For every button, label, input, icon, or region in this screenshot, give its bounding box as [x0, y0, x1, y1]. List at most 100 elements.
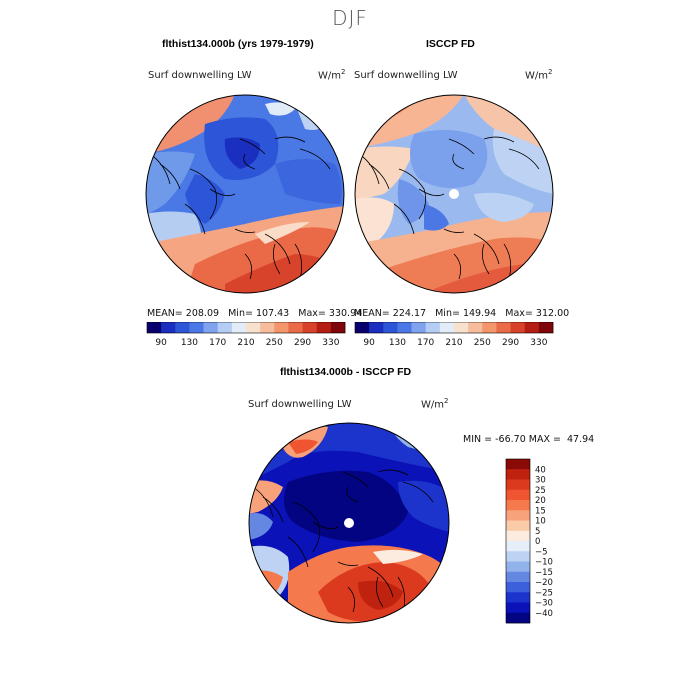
colorbar-tick-label: 90 [155, 338, 167, 348]
mean-label: MEAN= [147, 308, 183, 319]
mean-value: 208.09 [185, 308, 220, 319]
colorbar-tick-label: 40 [535, 465, 546, 475]
colorbar-swatch [203, 322, 219, 333]
colorbar-tick-label: 10 [535, 517, 546, 527]
max-label: Max= [298, 308, 326, 319]
colorbar-swatch [506, 530, 530, 542]
map-model [145, 94, 345, 294]
colorbar-swatch [330, 322, 346, 333]
colorbar-tick-label: 210 [237, 338, 254, 348]
max-value: 47.94 [567, 434, 595, 445]
colorbar-swatch [506, 510, 530, 521]
colorbar-swatch [260, 322, 275, 333]
colorbar-swatch [454, 322, 469, 333]
colorbar-swatch [161, 322, 176, 333]
colorbar-tick-label: 250 [266, 338, 283, 348]
max-value: 312.00 [535, 308, 570, 319]
colorbar-swatch [189, 322, 204, 333]
units-label-model: W/m2 [318, 68, 345, 81]
colorbar-tick-label: 330 [322, 338, 339, 348]
colorbar-tick-label: −40 [535, 609, 553, 619]
colorbar-tick-label: −20 [535, 578, 553, 588]
colorbar-swatch [397, 322, 412, 333]
min-value: 107.43 [255, 308, 290, 319]
stats-diff: MIN = -66.70 MAX = 47.94 [463, 434, 594, 445]
min-label: Min= [435, 308, 460, 319]
colorbar-swatch [506, 479, 530, 491]
variable-label-diff: Surf downwelling LW [248, 399, 352, 410]
colorbar-frame [146, 322, 346, 334]
colorbar-tick-label: 170 [417, 338, 434, 348]
colorbar-tick-label: 30 [535, 476, 546, 486]
colorbar-obs: 90130170210250290330370 [354, 322, 554, 348]
colorbar-swatch [506, 551, 530, 562]
colorbar-swatch [506, 541, 530, 552]
map-difference [248, 422, 450, 624]
variable-label-obs: Surf downwelling LW [354, 70, 458, 81]
variable-label-model: Surf downwelling LW [148, 70, 252, 81]
colorbar-swatch [175, 322, 190, 333]
units-exponent: 2 [548, 68, 553, 76]
colorbar-tick-label: 290 [502, 338, 519, 348]
stats-model: MEAN= 208.09 Min= 107.43 Max= 330.94 [147, 308, 362, 319]
units-text: W/m [318, 70, 341, 82]
max-label: MAX = [528, 434, 561, 445]
max-label: Max= [505, 308, 533, 319]
colorbar-tick-label: −15 [535, 568, 553, 578]
colorbar-swatch [506, 561, 530, 573]
map-obs [354, 94, 554, 294]
colorbar-swatch [506, 612, 530, 624]
colorbar-model: 90130170210250290330370 [146, 322, 346, 348]
colorbar-tick-label: −5 [535, 547, 548, 557]
units-exponent: 2 [444, 397, 449, 405]
mean-value: 224.17 [392, 308, 427, 319]
colorbar-tick-label: 250 [474, 338, 491, 348]
colorbar-swatch [439, 322, 455, 333]
colorbar-frame [505, 458, 531, 624]
colorbar-swatch [411, 322, 427, 333]
colorbar-tick-label: −30 [535, 599, 553, 609]
figure-title: DJF [332, 6, 368, 30]
colorbar-swatch [506, 459, 530, 470]
panel-title-diff: flthist134.000b - ISCCP FD [280, 366, 412, 378]
units-text: W/m [421, 399, 444, 411]
colorbar-frame [354, 322, 554, 334]
colorbar-swatch [496, 322, 511, 333]
colorbar-swatch [468, 322, 483, 333]
colorbar-tick-label: 5 [535, 527, 540, 537]
colorbar-swatch [355, 322, 370, 333]
colorbar-tick-label: 290 [294, 338, 311, 348]
colorbar-tick-label: 0 [535, 537, 540, 547]
colorbar-tick-label: 90 [363, 338, 375, 348]
colorbar-swatch [383, 322, 398, 333]
mean-label: MEAN= [354, 308, 390, 319]
colorbar-swatch [302, 322, 318, 333]
colorbar-swatch [538, 322, 554, 333]
colorbar-tick-label: 20 [535, 496, 546, 506]
colorbar-swatch [510, 322, 526, 333]
colorbar-swatch [288, 322, 303, 333]
colorbar-swatch [217, 322, 233, 333]
colorbar-swatch [506, 571, 530, 583]
pole-mask [449, 189, 459, 199]
units-label-diff: W/m2 [421, 397, 448, 410]
colorbar-tick-label: 25 [535, 486, 546, 496]
colorbar-swatch [506, 520, 530, 532]
colorbar-swatch [231, 322, 247, 333]
colorbar-tick-label: −25 [535, 588, 553, 598]
colorbar-tick-label: 130 [181, 338, 198, 348]
colorbar-swatch [316, 322, 332, 333]
units-text: W/m [525, 70, 548, 82]
colorbar-swatch [506, 592, 530, 603]
colorbar-tick-label: 210 [445, 338, 462, 348]
colorbar-tick-label: 330 [530, 338, 547, 348]
colorbar-swatch [147, 322, 162, 333]
colorbar-swatch [482, 322, 497, 333]
min-value: 149.94 [462, 308, 497, 319]
stats-obs: MEAN= 224.17 Min= 149.94 Max= 312.00 [354, 308, 569, 319]
colorbar-swatch [506, 500, 530, 511]
colorbar-swatch [425, 322, 441, 333]
panel-title-obs: ISCCP FD [426, 38, 475, 50]
colorbar-swatch [506, 489, 530, 501]
